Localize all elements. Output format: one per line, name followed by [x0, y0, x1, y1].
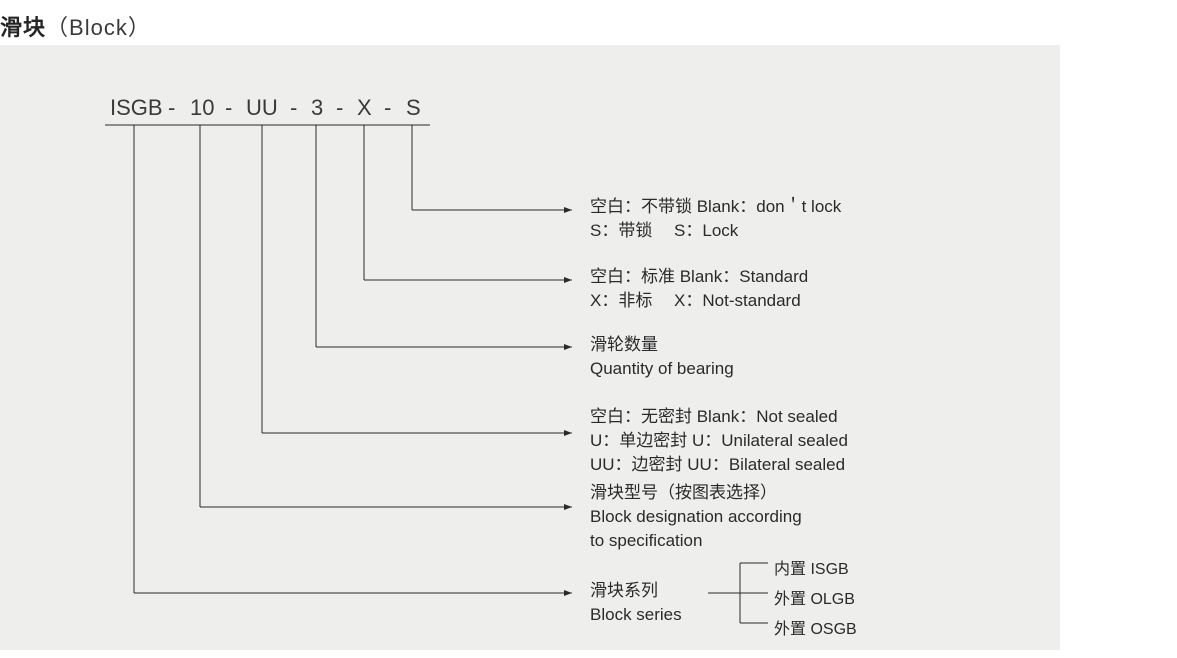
part-10: S	[406, 95, 421, 121]
callout-5-line-0: 滑块系列	[590, 579, 658, 603]
connector-lines	[0, 45, 1060, 650]
part-8: X	[357, 95, 372, 121]
title-en: （Block）	[46, 15, 151, 40]
callout-0-line-1: S：带锁 S：Lock	[590, 219, 738, 243]
callout-3-line-2: UU：边密封 UU：Bilateral sealed	[590, 453, 845, 477]
part-7: -	[336, 95, 343, 121]
series-item-1: 外置 OLGB	[774, 585, 855, 609]
callout-2-line-0: 滑轮数量	[590, 333, 658, 357]
series-item-2: 外置 OSGB	[774, 615, 857, 639]
diagram-canvas: 滑块（Block） ISGB-10-UU-3-X-S空白：不带锁 Blank：d…	[0, 0, 1177, 658]
part-2: 10	[190, 95, 214, 121]
callout-1-line-0: 空白：标准 Blank：Standard	[590, 265, 808, 289]
part-3: -	[225, 95, 232, 121]
page-title: 滑块（Block）	[0, 10, 151, 42]
diagram-panel: ISGB-10-UU-3-X-S空白：不带锁 Blank：don＇t lockS…	[0, 45, 1060, 650]
callout-1-line-1: X：非标 X：Not-standard	[590, 289, 801, 313]
part-6: 3	[311, 95, 323, 121]
part-0: ISGB	[110, 95, 163, 121]
part-5: -	[290, 95, 297, 121]
callout-0-line-0: 空白：不带锁 Blank：don＇t lock	[590, 195, 841, 219]
title-zh: 滑块	[0, 15, 46, 40]
callout-4-line-2: to specification	[590, 529, 702, 553]
part-4: UU	[246, 95, 278, 121]
part-1: -	[168, 95, 175, 121]
series-item-0: 内置 ISGB	[774, 555, 849, 579]
part-9: -	[384, 95, 391, 121]
callout-4-line-1: Block designation according	[590, 505, 802, 529]
callout-2-line-1: Quantity of bearing	[590, 357, 734, 381]
callout-4-line-0: 滑块型号（按图表选择）	[590, 481, 777, 505]
callout-3-line-0: 空白：无密封 Blank：Not sealed	[590, 405, 838, 429]
callout-3-line-1: U：单边密封 U：Unilateral sealed	[590, 429, 848, 453]
callout-5-line-1: Block series	[590, 603, 682, 627]
